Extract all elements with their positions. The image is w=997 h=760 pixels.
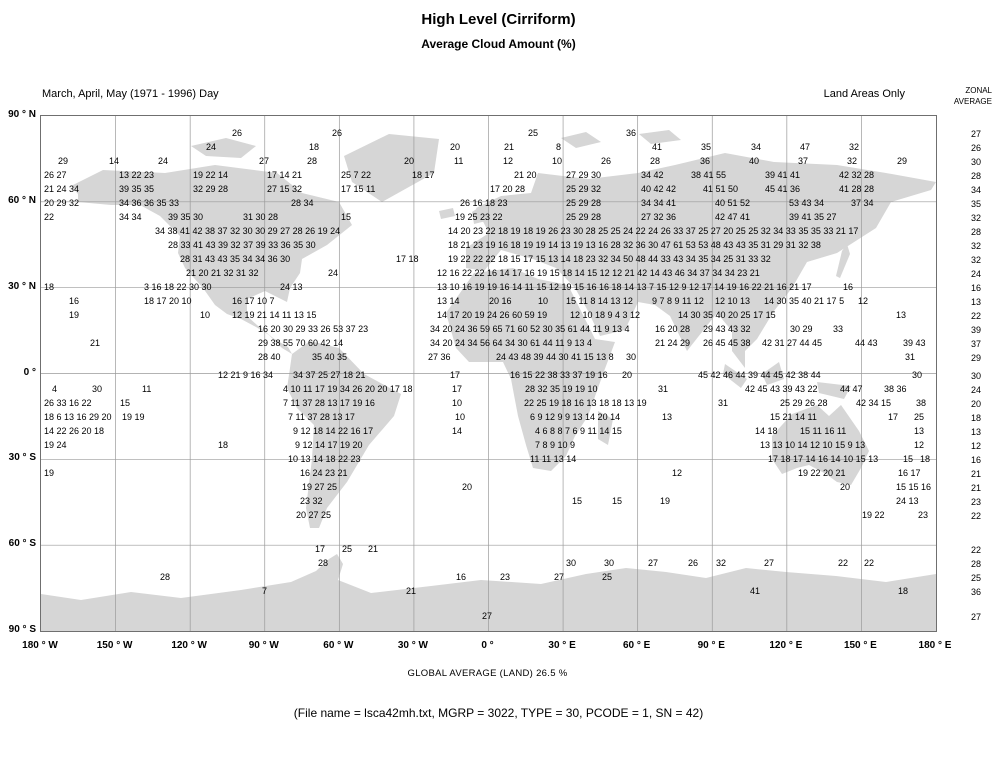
sumatra-landmass bbox=[723, 364, 747, 388]
lon-label: 30 ° W bbox=[397, 640, 428, 651]
file-caption: (File name = lsca42mh.txt, MGRP = 3022, … bbox=[293, 706, 704, 720]
iceland-landmass bbox=[439, 208, 455, 219]
lon-label: 60 ° W bbox=[323, 640, 354, 651]
lon-label: 30 ° E bbox=[548, 640, 576, 651]
lon-label: 150 ° E bbox=[843, 640, 877, 651]
north-america-landmass bbox=[71, 165, 352, 354]
lon-label: 60 ° E bbox=[622, 640, 651, 651]
global-average-label: GLOBAL AVERAGE (LAND) 26.5 % bbox=[407, 668, 568, 679]
zonal-average-value: 36 bbox=[970, 587, 981, 597]
lat-label: 90 ° N bbox=[8, 109, 36, 120]
zonal-header-line1: ZONAL bbox=[965, 86, 992, 95]
zonal-average-value: 35 bbox=[970, 199, 981, 209]
zonal-average-value: 13 bbox=[970, 297, 981, 307]
zonal-average-value: 24 bbox=[970, 385, 981, 395]
zonal-average-value: 26 bbox=[970, 143, 981, 153]
zonal-average-value: 30 bbox=[970, 157, 981, 167]
zonal-average-value: 12 bbox=[970, 441, 981, 451]
zonal-average-value: 28 bbox=[970, 559, 981, 569]
lon-label: 90 ° W bbox=[248, 640, 279, 651]
zonal-average-value: 37 bbox=[970, 339, 981, 349]
zonal-average-value: 22 bbox=[970, 545, 981, 555]
greenland-landmass bbox=[344, 134, 439, 202]
period-label: March, April, May (1971 - 1996) Day bbox=[42, 88, 219, 100]
zonal-average-header: ZONAL AVERAGE bbox=[954, 85, 992, 107]
zonal-average-value: 29 bbox=[970, 353, 981, 363]
australia-landmass bbox=[772, 405, 869, 485]
zonal-average-value: 27 bbox=[970, 129, 981, 139]
zonal-average-value: 32 bbox=[970, 255, 981, 265]
new-guinea-landmass bbox=[817, 382, 851, 399]
chart-title: High Level (Cirriform) bbox=[421, 11, 576, 28]
zonal-average-value: 25 bbox=[970, 573, 981, 583]
arctic-islands-landmass bbox=[561, 132, 601, 148]
area-label: Land Areas Only bbox=[823, 88, 905, 100]
south-america-landmass bbox=[287, 341, 401, 528]
lon-label: 120 ° W bbox=[171, 640, 207, 651]
lon-label: 180 ° W bbox=[22, 640, 58, 651]
zonal-average-value: 16 bbox=[970, 283, 981, 293]
world-map-svg bbox=[41, 116, 936, 631]
zonal-average-value: 21 bbox=[970, 469, 981, 479]
zonal-average-value: 32 bbox=[970, 213, 981, 223]
arctic-islands-landmass bbox=[191, 138, 256, 158]
lat-label: 90 ° S bbox=[8, 624, 36, 635]
arctic-islands-landmass bbox=[639, 130, 681, 144]
lat-label: 30 ° N bbox=[8, 280, 36, 292]
zonal-average-value: 20 bbox=[970, 399, 981, 409]
lon-label: 90 ° E bbox=[697, 640, 725, 651]
zonal-average-value: 30 bbox=[970, 371, 981, 381]
lat-label: 0 ° bbox=[23, 366, 36, 378]
chart-subtitle: Average Cloud Amount (%) bbox=[421, 37, 576, 51]
zonal-average-value: 13 bbox=[970, 427, 981, 437]
eurasia-landmass bbox=[466, 153, 936, 368]
world-map bbox=[40, 115, 937, 632]
zonal-average-value: 28 bbox=[970, 171, 981, 181]
zonal-average-value: 39 bbox=[970, 325, 981, 335]
lon-label: 0 ° bbox=[481, 640, 494, 651]
lat-label: 30 ° S bbox=[8, 452, 36, 464]
japan-landmass bbox=[836, 244, 850, 278]
zonal-average-value: 21 bbox=[970, 483, 981, 493]
lat-label: 60 ° S bbox=[8, 538, 36, 550]
lat-label: 60 ° N bbox=[8, 194, 36, 206]
zonal-average-value: 22 bbox=[970, 511, 981, 521]
madagascar-landmass bbox=[598, 411, 613, 445]
zonal-average-value: 24 bbox=[970, 269, 981, 279]
zonal-average-value: 32 bbox=[970, 241, 981, 251]
zonal-average-value: 34 bbox=[970, 185, 981, 195]
lon-label: 120 ° E bbox=[769, 640, 803, 651]
zonal-average-value: 28 bbox=[970, 227, 981, 237]
map-grid-lines bbox=[41, 116, 936, 631]
zonal-average-value: 22 bbox=[970, 311, 981, 321]
british-isles-landmass bbox=[472, 204, 490, 224]
lon-label: 150 ° W bbox=[96, 640, 133, 651]
zonal-average-value: 27 bbox=[970, 612, 981, 622]
zonal-average-value: 16 bbox=[970, 455, 981, 465]
lon-label: 180 ° E bbox=[918, 640, 952, 651]
zonal-header-line2: AVERAGE bbox=[953, 97, 992, 106]
zonal-average-value: 18 bbox=[970, 413, 981, 423]
zonal-average-value: 23 bbox=[970, 497, 981, 507]
